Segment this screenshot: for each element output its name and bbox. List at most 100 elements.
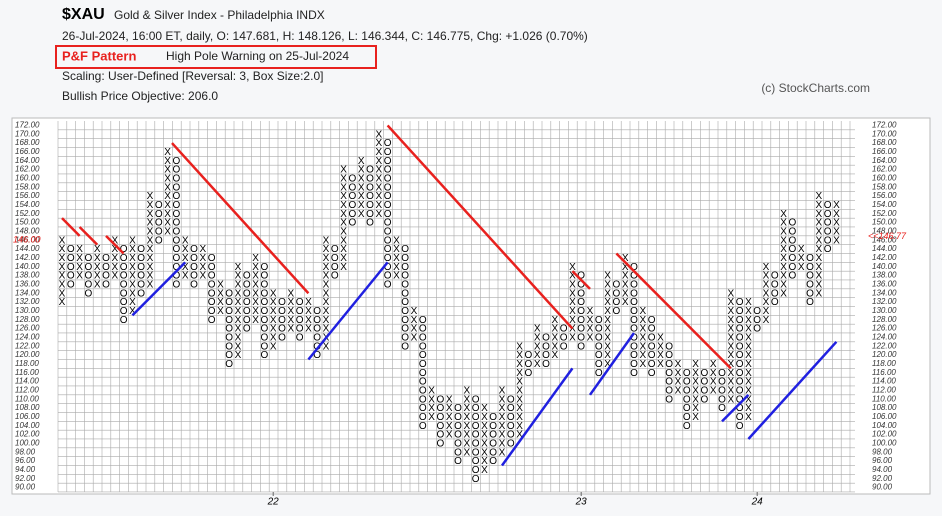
pnf-box: X bbox=[780, 218, 787, 229]
x-tick-label: 23 bbox=[575, 497, 588, 508]
pnf-box: O bbox=[630, 306, 638, 317]
pnf-box: O bbox=[401, 297, 409, 308]
pnf-box: X bbox=[76, 244, 83, 255]
pnf-box: X bbox=[358, 209, 365, 220]
pnf-box: O bbox=[173, 191, 181, 202]
pnf-box: O bbox=[542, 359, 550, 370]
pnf-box: O bbox=[736, 403, 744, 414]
pnf-box: O bbox=[489, 456, 497, 467]
y-tick-label-right: 158.00 bbox=[872, 182, 897, 191]
pnf-box: X bbox=[217, 288, 224, 299]
y-tick-label: 148.00 bbox=[15, 227, 40, 236]
pnf-box: X bbox=[182, 253, 189, 264]
pnf-box: O bbox=[313, 315, 321, 326]
pnf-box: O bbox=[67, 262, 75, 273]
pnf-box: O bbox=[683, 403, 691, 414]
pnf-box: O bbox=[419, 350, 427, 361]
pnf-box: O bbox=[613, 280, 621, 291]
pnf-box: O bbox=[173, 253, 181, 264]
pnf-box: X bbox=[94, 280, 101, 291]
pnf-box: O bbox=[419, 324, 427, 335]
pnf-box: X bbox=[780, 262, 787, 273]
pnf-box: X bbox=[587, 324, 594, 335]
pnf-box: O bbox=[507, 412, 515, 423]
y-tick-label-right: 90.00 bbox=[872, 483, 893, 492]
pnf-box: O bbox=[102, 280, 110, 291]
pnf-box: X bbox=[639, 324, 646, 335]
pnf-box: X bbox=[129, 271, 136, 282]
pnf-box: X bbox=[481, 447, 488, 458]
y-tick-label: 108.00 bbox=[15, 403, 40, 412]
pnf-box: O bbox=[736, 394, 744, 405]
pnf-box: O bbox=[173, 218, 181, 229]
y-tick-label-right: 108.00 bbox=[872, 403, 897, 412]
pnf-box: X bbox=[270, 324, 277, 335]
pnf-box: X bbox=[129, 244, 136, 255]
pnf-box: X bbox=[604, 288, 611, 299]
pnf-box: O bbox=[401, 244, 409, 255]
pnf-box: X bbox=[235, 280, 242, 291]
pnf-box: X bbox=[551, 333, 558, 344]
pnf-box: O bbox=[525, 350, 533, 361]
pnf-box: X bbox=[569, 315, 576, 326]
pnf-box: X bbox=[815, 271, 822, 282]
y-tick-label-right: 134.00 bbox=[872, 288, 897, 297]
pnf-box: O bbox=[806, 271, 814, 282]
pnf-box: O bbox=[137, 280, 145, 291]
pnf-box: X bbox=[129, 280, 136, 291]
pnf-box: X bbox=[551, 315, 558, 326]
pnf-box: X bbox=[551, 350, 558, 361]
pnf-box: X bbox=[763, 262, 770, 273]
pnf-box: X bbox=[499, 394, 506, 405]
pnf-box: X bbox=[340, 209, 347, 220]
pnf-box: X bbox=[147, 244, 154, 255]
pnf-box: X bbox=[375, 209, 382, 220]
pnf-box: X bbox=[182, 271, 189, 282]
pnf-box: X bbox=[798, 262, 805, 273]
pnf-box: O bbox=[225, 341, 233, 352]
pnf-box: O bbox=[349, 218, 357, 229]
pnf-box: X bbox=[815, 280, 822, 291]
pnf-box: X bbox=[463, 403, 470, 414]
pnf-box: O bbox=[401, 333, 409, 344]
y-tick-label-right: 170.00 bbox=[872, 129, 897, 138]
pnf-box: O bbox=[243, 288, 251, 299]
pnf-column: OOO bbox=[560, 324, 568, 353]
pnf-box: X bbox=[815, 191, 822, 202]
pnf-box: X bbox=[569, 280, 576, 291]
pnf-box: X bbox=[780, 253, 787, 264]
pnf-box: O bbox=[419, 386, 427, 397]
y-tick-label: 104.00 bbox=[15, 421, 40, 430]
y-tick-label-right: 168.00 bbox=[872, 138, 897, 147]
pnf-box: O bbox=[261, 297, 269, 308]
pnf-box: O bbox=[366, 174, 374, 185]
x-tick-label: 24 bbox=[751, 497, 764, 508]
pnf-box: O bbox=[489, 421, 497, 432]
pnf-box: X bbox=[235, 306, 242, 317]
pnf-box: X bbox=[604, 333, 611, 344]
pnf-box: X bbox=[604, 271, 611, 282]
trendline bbox=[78, 226, 99, 246]
pnf-box: X bbox=[657, 359, 664, 370]
pnf-box: X bbox=[463, 412, 470, 423]
y-tick-label: 138.00 bbox=[15, 271, 40, 280]
pnf-box: X bbox=[287, 324, 294, 335]
pnf-box: X bbox=[340, 227, 347, 238]
pnf-box: X bbox=[745, 350, 752, 361]
pnf-box: O bbox=[630, 368, 638, 379]
pnf-box: O bbox=[349, 191, 357, 202]
pnf-box: X bbox=[727, 368, 734, 379]
y-tick-label-right: 140.00 bbox=[872, 262, 897, 271]
pnf-box: X bbox=[147, 253, 154, 264]
pnf-box: X bbox=[815, 227, 822, 238]
pnf-box: X bbox=[235, 350, 242, 361]
pnf-box: O bbox=[349, 209, 357, 220]
